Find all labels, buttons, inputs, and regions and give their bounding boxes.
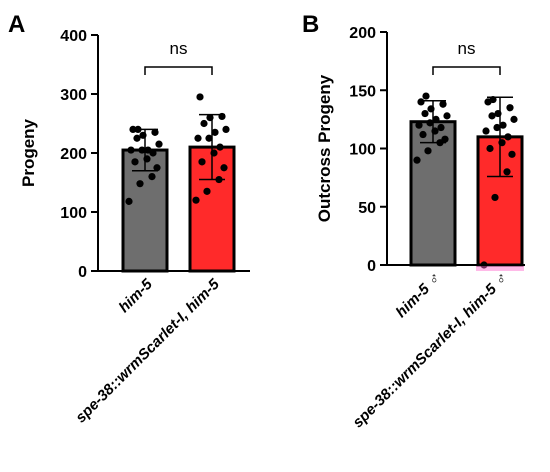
- baseline-highlight: [476, 266, 524, 271]
- data-point: [206, 114, 214, 122]
- data-point: [422, 92, 430, 100]
- data-point: [510, 115, 518, 123]
- data-point: [134, 125, 142, 133]
- data-point: [480, 261, 488, 269]
- y-axis-label: Outcross Progeny: [315, 74, 334, 222]
- category-label-1: him-5 ♂: [393, 270, 444, 321]
- y-tick-label: 400: [60, 28, 87, 45]
- data-point: [413, 156, 421, 164]
- data-point: [486, 144, 494, 153]
- data-point: [488, 112, 496, 120]
- data-point: [417, 98, 425, 106]
- y-tick-label: 100: [60, 205, 87, 222]
- data-point: [498, 139, 506, 147]
- data-point: [200, 119, 208, 128]
- data-point: [419, 130, 427, 139]
- data-point: [431, 127, 439, 135]
- data-point: [424, 147, 432, 155]
- data-point: [196, 93, 204, 101]
- panel-a: A0 100 200 300 400Progenyhim-5spe-38::wrmSca…: [8, 11, 250, 426]
- bar-1: [409, 120, 457, 267]
- data-point: [136, 180, 144, 188]
- data-point: [148, 173, 156, 181]
- y-tick-label: 100: [349, 142, 376, 159]
- data-point: [439, 100, 447, 108]
- data-point: [504, 133, 512, 141]
- data-point: [493, 123, 501, 132]
- data-point: [129, 125, 137, 133]
- data-point: [482, 127, 490, 135]
- data-point: [220, 164, 228, 172]
- y-tick-label: 300: [60, 87, 87, 104]
- panel-letter: A: [8, 11, 25, 38]
- data-point: [210, 149, 218, 157]
- data-point: [437, 123, 445, 132]
- data-point: [436, 139, 444, 147]
- data-point: [203, 187, 211, 195]
- data-point: [139, 131, 147, 139]
- data-point: [222, 125, 230, 133]
- data-point: [421, 109, 429, 118]
- data-point: [127, 146, 135, 154]
- data-point: [443, 112, 451, 120]
- category-label-1: him-5: [116, 275, 157, 316]
- data-point: [427, 105, 435, 113]
- data-point: [494, 109, 502, 118]
- data-point: [131, 158, 139, 166]
- data-point: [211, 128, 219, 136]
- data-point: [216, 143, 224, 151]
- data-point: [218, 112, 226, 121]
- y-tick-label: 0: [78, 264, 87, 281]
- panel-letter: B: [302, 11, 319, 38]
- y-tick-label: 150: [349, 83, 376, 100]
- category-label-2: spe-38::wrmScarlet-I, him-5: [72, 275, 223, 426]
- data-point: [205, 134, 213, 142]
- data-point: [503, 168, 511, 176]
- y-tick-label: 0: [367, 258, 376, 275]
- data-point: [138, 146, 146, 154]
- data-point: [441, 135, 449, 143]
- data-point: [133, 134, 141, 142]
- y-tick-label: 200: [349, 25, 376, 42]
- significance-label: ns: [458, 39, 476, 58]
- data-point: [144, 146, 152, 154]
- data-point: [143, 155, 151, 163]
- significance-bracket: [144, 66, 213, 75]
- data-point: [499, 121, 507, 129]
- data-point: [125, 197, 133, 205]
- data-point: [415, 121, 423, 129]
- data-point: [489, 95, 497, 104]
- data-point: [153, 164, 161, 172]
- significance-label: ns: [170, 39, 188, 58]
- data-point: [491, 193, 499, 202]
- data-point: [508, 150, 516, 158]
- data-point: [198, 158, 206, 166]
- data-point: [215, 175, 223, 184]
- significance-bracket: [432, 66, 501, 75]
- data-point: [151, 128, 159, 136]
- data-point: [192, 196, 200, 204]
- data-point: [194, 134, 202, 142]
- data-point: [155, 140, 163, 148]
- y-tick-label: 50: [358, 200, 376, 217]
- data-point: [426, 119, 434, 127]
- data-point: [432, 115, 440, 123]
- data-point: [506, 104, 514, 112]
- y-axis-label: Progeny: [19, 118, 38, 187]
- y-tick-label: 200: [60, 146, 87, 163]
